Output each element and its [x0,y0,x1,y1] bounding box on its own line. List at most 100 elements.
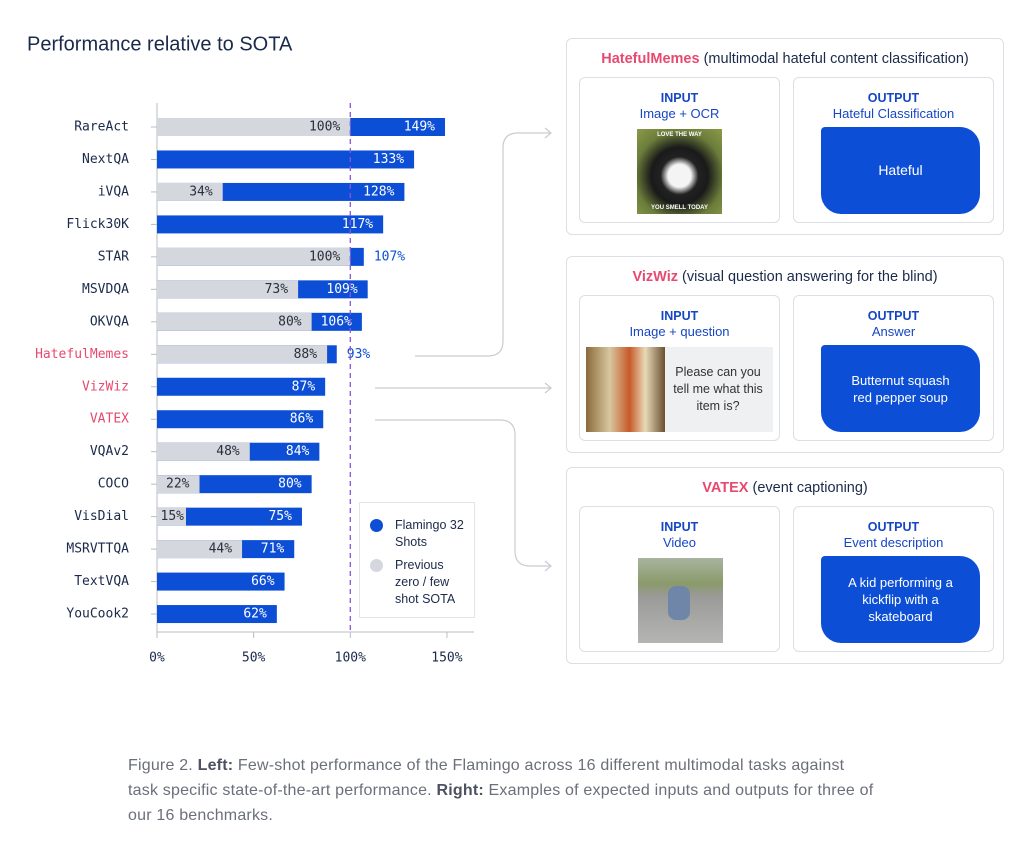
input-title: INPUT [660,91,699,105]
input-title: INPUT [660,309,699,323]
y-tick-label: HatefulMemes [35,347,129,362]
y-tick-label: VQAv2 [90,444,129,459]
bar [157,507,186,526]
bar [157,150,415,169]
value-label: 73% [265,282,289,297]
output-title: OUTPUT [867,309,920,323]
panel-description: (visual question answering for the blind… [682,269,938,285]
figure [668,586,690,620]
legend-item: Flamingo 32 Shots [370,517,466,551]
value-label: 117% [342,217,373,232]
value-label: 44% [209,542,233,557]
value-label: 93% [347,347,371,362]
panel: VATEX (event captioning) INPUT Video OUT… [566,467,1004,664]
value-label: 100% [309,120,340,135]
y-tick-label: RareAct [74,120,129,135]
value-label: 34% [189,184,213,199]
caption-label: Right: [436,782,484,799]
bar [157,247,351,266]
caption-text: Few-shot performance of the Flamingo acr… [128,757,845,799]
input-question: Please can you tell me what this item is… [673,365,763,413]
panel-description: (multimodal hateful content classificati… [703,51,969,67]
output-bubble: Butternut squash red pepper soup [821,345,980,432]
panel: HatefulMemes (multimodal hateful content… [566,38,1004,235]
bar [157,118,351,136]
bar [157,215,384,234]
input-subtitle: Video [662,535,696,550]
output-bubble: Hateful [821,127,980,214]
bar [157,540,243,559]
value-label: 75% [268,509,292,524]
x-tick-label: 100% [335,651,366,666]
caption-label: Left: [197,757,234,774]
legend-item: Previous zero / few shot SOTA [370,557,466,608]
output-subtitle: Event description [843,535,944,550]
output-box: OUTPUT Event description A kid performin… [793,506,994,652]
legend-marker [370,559,383,572]
output-subtitle: Hateful Classification [832,106,955,121]
bar [157,182,223,201]
bar [157,605,277,624]
y-tick-label: OKVQA [90,314,129,329]
input-box: INPUT Image + question Please can you te… [579,295,780,441]
y-tick-label: iVQA [98,184,129,199]
panel-title: HatefulMemes (multimodal hateful content… [567,51,1003,67]
panel-name: HatefulMemes [601,51,700,67]
y-tick-label: STAR [98,249,129,264]
y-tick-label: VizWiz [82,379,129,394]
value-label: 62% [243,607,267,622]
bar [157,572,285,591]
bar [157,442,250,461]
value-label: 133% [373,152,404,167]
value-label: 109% [326,282,357,297]
y-tick-label: TextVQA [74,574,129,589]
value-label: 15% [161,509,185,524]
caption-text: Examples of expected inputs and outputs … [128,782,874,824]
value-label: 48% [216,444,240,459]
output-subtitle: Answer [871,324,916,339]
value-label: 107% [374,249,405,264]
value-label: 22% [166,477,190,492]
value-label: 80% [278,477,302,492]
output-title: OUTPUT [867,91,920,105]
legend-label: Previous zero / few shot SOTA [395,558,456,606]
input-subtitle: Image + question [629,324,730,339]
x-tick-label: 150% [431,651,462,666]
caption-figure: Figure 2. [128,757,193,774]
bar [157,410,324,429]
value-label: 71% [261,542,285,557]
input-title: INPUT [660,520,699,534]
bar [157,377,326,396]
y-tick-label: NextQA [82,152,129,167]
chart: Performance relative to SOTA 0% 50% 100% 15… [27,33,552,666]
value-label: 88% [294,347,318,362]
input-image: LOVE THE WAY YOU SMELL TODAY [637,129,722,214]
image-text: YOU SMELL TODAY [651,205,708,211]
input-box: INPUT Image + OCR LOVE THE WAY YOU SMELL… [579,77,780,223]
panel-title: VATEX (event captioning) [567,480,1003,496]
legend: Flamingo 32 Shots Previous zero / few sho… [359,502,475,618]
connectors [375,127,552,572]
x-tick-label: 50% [242,651,266,666]
photo [586,347,665,432]
output-bubble: A kid performing a kickflip with a skate… [821,556,980,643]
x-tick-label: 0% [149,651,165,666]
legend-label: Flamingo 32 Shots [395,518,464,549]
legend-marker [370,519,383,532]
value-label: 128% [363,184,394,199]
y-tick-label: COCO [98,477,129,492]
panel-name: VATEX [702,480,749,496]
caption: Figure 2. Left: Few-shot performance of … [128,753,878,828]
chart-title: Performance relative to SOTA [27,33,293,55]
bar [157,280,299,299]
input-subtitle: Image + OCR [639,106,720,121]
y-tick-label: VATEX [90,412,129,427]
output-box: OUTPUT Answer Butternut squash red peppe… [793,295,994,441]
value-label: 86% [290,412,314,427]
y-tick-label: Flick30K [66,217,129,232]
output-box: OUTPUT Hateful Classification Hateful [793,77,994,223]
value-label: 87% [292,379,316,394]
value-label: 106% [321,314,352,329]
bar [157,345,328,364]
